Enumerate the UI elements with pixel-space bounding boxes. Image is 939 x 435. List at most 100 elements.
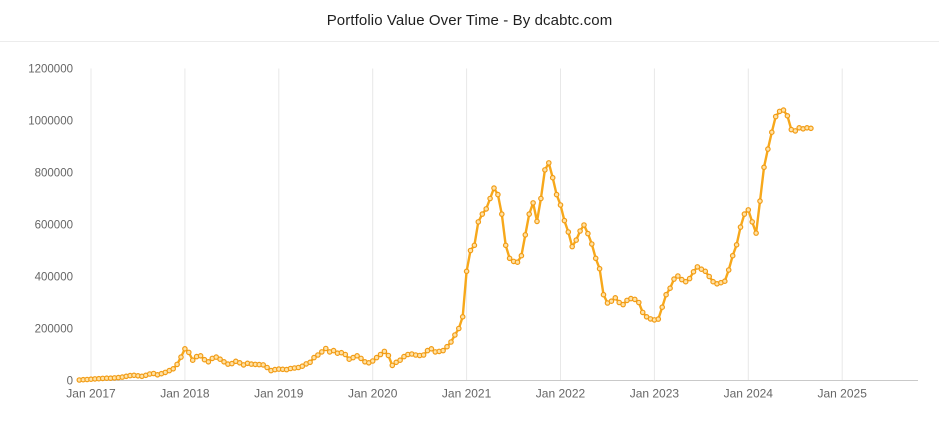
data-point-marker[interactable] (659, 304, 666, 311)
data-point-marker[interactable] (330, 347, 337, 354)
data-point-marker[interactable] (745, 207, 752, 213)
data-point-marker[interactable] (729, 252, 736, 259)
data-point-marker[interactable] (675, 273, 681, 279)
data-point-marker[interactable] (358, 355, 364, 362)
data-point-marker[interactable] (581, 222, 587, 228)
data-point-marker[interactable] (170, 365, 177, 372)
data-point-marker[interactable] (749, 219, 756, 225)
data-point-marker[interactable] (471, 242, 478, 249)
data-point-marker[interactable] (428, 345, 435, 352)
data-point-marker[interactable] (264, 364, 270, 371)
data-point-marker[interactable] (369, 358, 376, 364)
data-point-marker[interactable] (530, 200, 536, 206)
data-point-marker[interactable] (420, 352, 427, 358)
data-point-marker[interactable] (741, 211, 748, 217)
data-point-marker[interactable] (573, 237, 580, 243)
data-point-marker[interactable] (221, 358, 227, 365)
data-point-marker[interactable] (189, 357, 196, 364)
data-point-marker[interactable] (608, 298, 615, 305)
data-point-marker[interactable] (178, 354, 184, 360)
data-point-marker[interactable] (757, 198, 763, 204)
data-point-marker[interactable] (561, 217, 568, 224)
data-point-marker[interactable] (487, 195, 493, 202)
data-point-marker[interactable] (385, 352, 392, 359)
data-point-marker[interactable] (452, 332, 458, 338)
data-point-marker[interactable] (655, 316, 662, 322)
data-point-marker[interactable] (702, 268, 709, 275)
data-point-marker[interactable] (553, 191, 560, 198)
data-point-marker[interactable] (534, 218, 540, 225)
data-point-marker[interactable] (792, 128, 799, 134)
data-point-marker[interactable] (706, 273, 713, 280)
data-point-marker[interactable] (440, 347, 446, 354)
data-point-marker[interactable] (459, 313, 466, 320)
data-point-marker[interactable] (737, 224, 744, 230)
data-point-marker[interactable] (498, 211, 505, 217)
data-point-marker[interactable] (557, 202, 564, 208)
data-point-marker[interactable] (538, 195, 544, 202)
data-point-marker[interactable] (444, 343, 450, 350)
data-point-marker[interactable] (569, 243, 576, 250)
data-point-marker[interactable] (667, 285, 673, 292)
data-point-marker[interactable] (585, 230, 591, 237)
data-point-marker[interactable] (467, 247, 474, 254)
data-point-marker[interactable] (784, 113, 791, 119)
data-point-marker[interactable] (448, 339, 454, 345)
data-point-marker[interactable] (694, 264, 701, 270)
data-point-marker[interactable] (318, 349, 325, 355)
data-point-marker[interactable] (506, 255, 513, 262)
data-point-marker[interactable] (299, 363, 306, 370)
data-point-marker[interactable] (808, 125, 814, 132)
data-point-marker[interactable] (522, 232, 529, 238)
portfolio-chart-svg[interactable]: 020000040000060000080000010000001200000 … (0, 42, 939, 435)
data-point-marker[interactable] (549, 174, 556, 181)
data-point-marker[interactable] (565, 229, 572, 235)
data-point-marker[interactable] (373, 354, 380, 361)
data-point-marker[interactable] (612, 295, 619, 301)
data-point-marker[interactable] (502, 242, 509, 249)
data-point-marker[interactable] (397, 357, 403, 364)
data-point-marker[interactable] (542, 167, 548, 173)
data-point-marker[interactable] (768, 129, 775, 136)
data-point-marker[interactable] (663, 291, 669, 298)
data-point-marker[interactable] (588, 241, 595, 247)
data-point-marker[interactable] (780, 107, 787, 113)
data-point-marker[interactable] (174, 361, 180, 368)
data-point-marker[interactable] (765, 146, 771, 152)
data-point-marker[interactable] (381, 348, 388, 355)
data-point-marker[interactable] (322, 345, 329, 352)
data-point-marker[interactable] (197, 352, 204, 359)
data-point-marker[interactable] (229, 360, 235, 367)
data-point-marker[interactable] (205, 358, 212, 365)
data-point-marker[interactable] (483, 206, 490, 212)
data-point-marker[interactable] (389, 362, 396, 369)
data-point-marker[interactable] (260, 362, 267, 368)
data-point-marker[interactable] (377, 351, 384, 358)
data-point-marker[interactable] (761, 164, 767, 171)
data-point-marker[interactable] (721, 278, 728, 285)
data-point-marker[interactable] (475, 219, 482, 225)
data-point-marker[interactable] (182, 345, 188, 352)
data-point-marker[interactable] (455, 325, 462, 332)
data-point-marker[interactable] (186, 349, 192, 356)
data-point-marker[interactable] (311, 354, 317, 361)
data-point-marker[interactable] (479, 211, 486, 217)
data-point-marker[interactable] (600, 291, 607, 298)
data-point-marker[interactable] (491, 185, 497, 191)
data-point-marker[interactable] (307, 359, 313, 366)
data-point-marker[interactable] (354, 352, 360, 359)
data-point-marker[interactable] (631, 296, 638, 303)
data-point-marker[interactable] (620, 301, 626, 308)
data-point-marker[interactable] (686, 275, 693, 282)
data-point-marker[interactable] (596, 265, 603, 272)
data-point-marker[interactable] (733, 242, 740, 248)
data-point-marker[interactable] (342, 351, 349, 358)
data-point-marker[interactable] (671, 276, 677, 282)
data-point-marker[interactable] (315, 352, 321, 358)
data-point-marker[interactable] (217, 356, 223, 363)
data-point-marker[interactable] (753, 230, 759, 236)
data-point-marker[interactable] (682, 278, 689, 285)
data-point-marker[interactable] (690, 269, 697, 275)
data-point-marker[interactable] (514, 259, 521, 266)
data-point-marker[interactable] (463, 268, 470, 275)
